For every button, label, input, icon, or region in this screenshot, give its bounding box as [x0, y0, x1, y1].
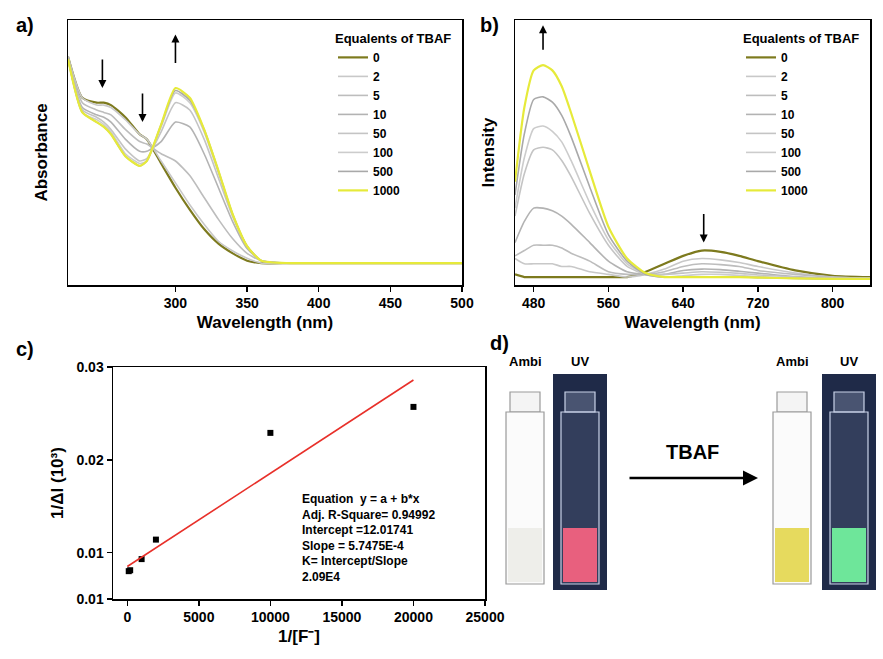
- svg-text:500: 500: [781, 165, 801, 179]
- svg-text:450: 450: [379, 295, 403, 311]
- svg-text:Intensity: Intensity: [479, 117, 498, 187]
- svg-text:0.01: 0.01: [76, 545, 103, 561]
- svg-text:5000: 5000: [183, 609, 214, 625]
- svg-text:100: 100: [373, 146, 393, 160]
- svg-text:Wavelength (nm): Wavelength (nm): [624, 313, 760, 332]
- svg-text:50: 50: [781, 127, 795, 141]
- svg-text:1/ΔI (10³): 1/ΔI (10³): [48, 447, 67, 519]
- svg-text:5: 5: [373, 89, 380, 103]
- svg-text:Ambi: Ambi: [509, 354, 542, 369]
- svg-text:350: 350: [235, 295, 259, 311]
- svg-text:Wavelength (nm): Wavelength (nm): [197, 313, 333, 332]
- svg-text:TBAF: TBAF: [666, 441, 719, 463]
- svg-text:20000: 20000: [394, 609, 433, 625]
- svg-text:b): b): [480, 14, 499, 36]
- svg-text:2: 2: [781, 70, 788, 84]
- svg-text:0.02: 0.02: [76, 452, 103, 468]
- svg-text:Equalents of TBAF: Equalents of TBAF: [335, 31, 451, 46]
- svg-text:Equalents of TBAF: Equalents of TBAF: [743, 31, 859, 46]
- svg-text:5: 5: [781, 89, 788, 103]
- svg-text:500: 500: [450, 295, 474, 311]
- svg-text:720: 720: [746, 295, 770, 311]
- svg-text:10: 10: [373, 108, 387, 122]
- svg-text:0: 0: [373, 51, 380, 65]
- svg-text:480: 480: [522, 295, 546, 311]
- svg-text:15000: 15000: [322, 609, 361, 625]
- svg-text:500: 500: [373, 165, 393, 179]
- svg-text:d): d): [490, 332, 509, 354]
- svg-text:0: 0: [781, 51, 788, 65]
- svg-text:300: 300: [164, 295, 188, 311]
- svg-text:Absorbance: Absorbance: [32, 103, 51, 201]
- svg-text:100: 100: [781, 146, 801, 160]
- svg-text:10: 10: [781, 108, 795, 122]
- svg-text:400: 400: [307, 295, 331, 311]
- svg-text:c): c): [16, 338, 34, 360]
- svg-text:UV: UV: [571, 354, 589, 369]
- svg-text:a): a): [16, 14, 34, 36]
- svg-text:50: 50: [373, 127, 387, 141]
- svg-text:Equation y = a + b*xAdj. R-Sq: Equation y = a + b*xAdj. R-Square= 0.949…: [302, 492, 435, 584]
- svg-text:800: 800: [821, 295, 845, 311]
- svg-text:1000: 1000: [373, 184, 400, 198]
- svg-text:2: 2: [373, 70, 380, 84]
- svg-text:25000: 25000: [466, 609, 505, 625]
- svg-text:0.01: 0.01: [76, 591, 103, 607]
- svg-text:0: 0: [123, 609, 131, 625]
- svg-text:Ambi: Ambi: [776, 354, 809, 369]
- svg-text:0.03: 0.03: [76, 359, 103, 375]
- svg-text:1/[F⁻]: 1/[F⁻]: [278, 627, 320, 646]
- svg-text:640: 640: [671, 295, 695, 311]
- svg-text:1000: 1000: [781, 184, 808, 198]
- svg-text:UV: UV: [840, 354, 858, 369]
- svg-text:10000: 10000: [251, 609, 290, 625]
- svg-text:560: 560: [597, 295, 621, 311]
